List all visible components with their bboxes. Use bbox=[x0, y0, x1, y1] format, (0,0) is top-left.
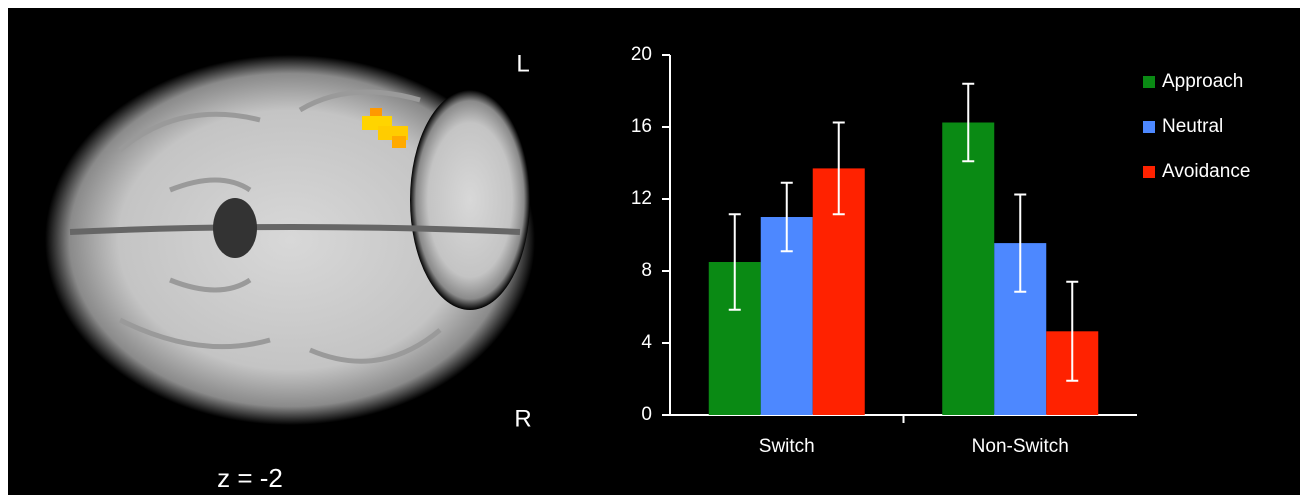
legend-label: Neutral bbox=[1162, 116, 1223, 137]
page: L R z = -2 0 4 8 12 16 20 Switch Non-Switch Appr… bbox=[0, 0, 1308, 503]
right-label: R bbox=[514, 405, 531, 432]
y-tick-label: 0 bbox=[641, 404, 652, 425]
brain-image bbox=[45, 55, 535, 425]
legend-swatch bbox=[1143, 166, 1155, 178]
y-tick-label: 4 bbox=[641, 332, 652, 353]
y-tick-label: 20 bbox=[631, 44, 652, 65]
x-tick-label: Non-Switch bbox=[972, 436, 1069, 457]
legend-swatch bbox=[1143, 76, 1155, 88]
legend-label: Avoidance bbox=[1162, 161, 1250, 182]
slice-label: z = -2 bbox=[217, 463, 283, 493]
legend-swatch bbox=[1143, 121, 1155, 133]
figure: L R z = -2 0 4 8 12 16 20 Switch Non-Switch Appr… bbox=[0, 0, 1308, 503]
left-label: L bbox=[516, 50, 529, 77]
y-tick-label: 12 bbox=[631, 188, 652, 209]
bar bbox=[942, 123, 994, 416]
legend-label: Approach bbox=[1162, 71, 1243, 92]
y-tick-label: 16 bbox=[631, 116, 652, 137]
y-tick-label: 8 bbox=[641, 260, 652, 281]
x-tick-label: Switch bbox=[759, 436, 815, 457]
